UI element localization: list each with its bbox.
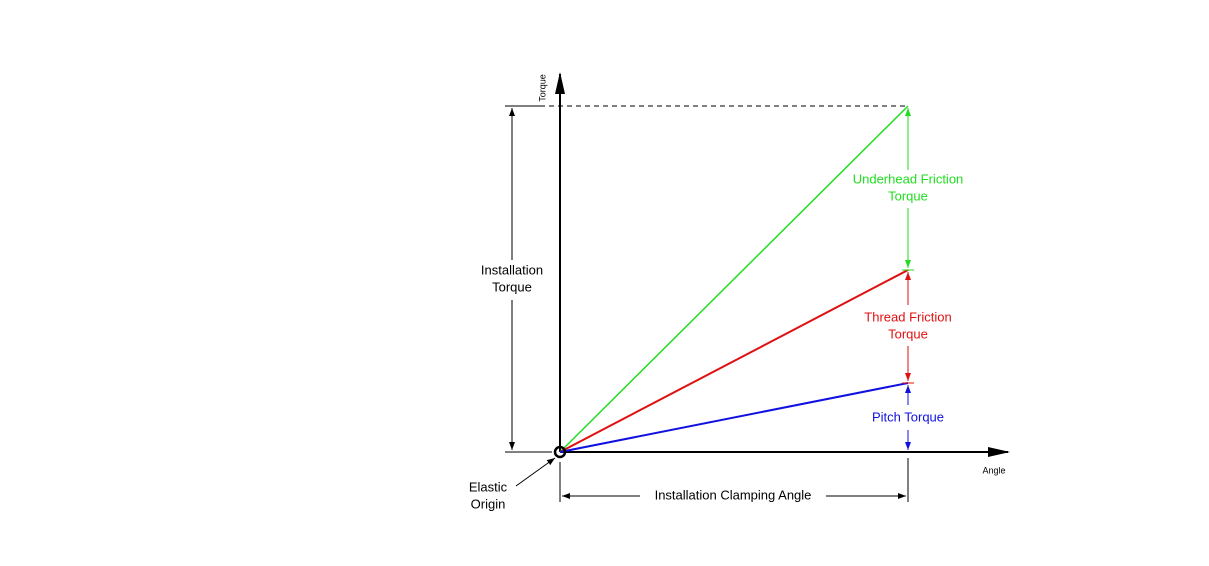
- clamping-angle-label: Installation Clamping Angle: [655, 487, 812, 502]
- origin-leader: [515, 457, 556, 487]
- origin-label: Elastic: [469, 479, 508, 494]
- installation-torque-label: Torque: [492, 279, 532, 294]
- installation-torque-label: Installation: [481, 262, 543, 277]
- torque-dimension: [505, 105, 552, 453]
- y-axis-label: Torque: [537, 74, 547, 102]
- pitch-line: [559, 382, 909, 453]
- pitch-label: Pitch Torque: [872, 409, 944, 424]
- origin-marker: [553, 445, 567, 459]
- component-dimensions: [902, 108, 914, 450]
- thread-line: [559, 269, 909, 453]
- thread-label: Thread Friction: [864, 309, 951, 324]
- thread-label: Torque: [888, 326, 928, 341]
- angle-dimension: [559, 458, 909, 502]
- underhead-line: [559, 105, 909, 453]
- underhead-label: Torque: [888, 188, 928, 203]
- x-axis-label: Angle: [982, 465, 1005, 475]
- axes: [555, 72, 1010, 457]
- underhead-label: Underhead Friction: [853, 171, 964, 186]
- origin-label: Origin: [471, 496, 506, 511]
